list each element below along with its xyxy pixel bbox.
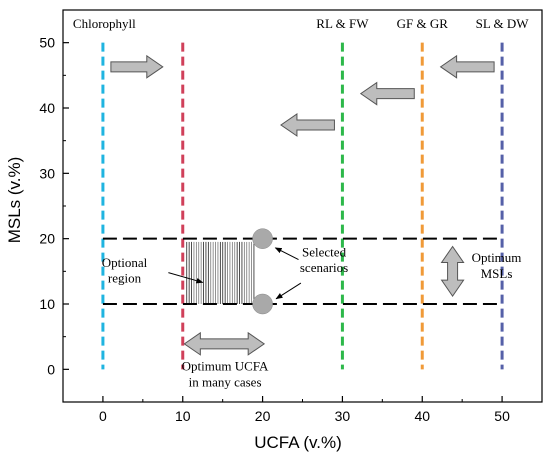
vertical-line-label-50: SL & DW [476, 16, 530, 31]
vertical-line-label-40: GF & GR [397, 16, 449, 31]
annotation-optimum-msls-line2: MSLs [481, 266, 513, 281]
selected-point-1 [252, 293, 273, 315]
arrow-optimum-ucfa [183, 331, 266, 356]
y-tick-label-50: 50 [39, 35, 55, 51]
x-tick-label-50: 50 [494, 408, 510, 424]
annotation-selected-line1: Selected [302, 244, 347, 259]
pointer-selected-bottom [275, 282, 302, 300]
y-tick-label-30: 30 [39, 165, 55, 181]
x-tick-label-0: 0 [99, 408, 107, 424]
arrow-left-sl-dw [439, 54, 495, 79]
x-tick-label-30: 30 [335, 408, 351, 424]
x-tick-label-10: 10 [175, 408, 191, 424]
y-tick-label-0: 0 [47, 361, 55, 377]
x-tick-label-20: 20 [255, 408, 271, 424]
x-tick-label-40: 40 [414, 408, 430, 424]
annotation-optimum-ucfa-line2: in many cases [189, 374, 262, 389]
annotation-selected-line2: scenarios [300, 260, 348, 275]
pointer-optional-region [168, 272, 204, 284]
y-tick-label-10: 10 [39, 296, 55, 312]
annotations: Chlorophyll RL & FW GF & GR SL & DW Optional… [73, 16, 529, 389]
arrow-left-gf-gr [359, 81, 415, 106]
annotation-optimum-ucfa-line1: Optimum UCFA [182, 359, 269, 374]
axes: 0 10 20 30 40 50 0 10 20 30 40 50 [39, 9, 543, 424]
selected-point-0 [252, 228, 273, 249]
y-tick-label-20: 20 [39, 231, 55, 247]
arrow-left-rl-fw [280, 113, 335, 137]
arrow-optimum-msls [440, 245, 465, 298]
x-axis-label: UCFA (v.%) [254, 433, 342, 452]
arrow-right-chlorophyll [110, 54, 164, 79]
annotation-optional-line2: region [108, 270, 142, 285]
annotation-optional-line1: Optional [102, 255, 148, 270]
vertical-line-label-30: RL & FW [316, 16, 369, 31]
y-axis-label: MSLs (v.%) [5, 157, 24, 244]
vertical-line-label-0: Chlorophyll [73, 16, 136, 31]
y-tick-label-40: 40 [39, 100, 55, 116]
plot-area [101, 42, 504, 370]
annotation-optimum-msls-line1: Optimum [472, 250, 522, 265]
pointer-selected-top [274, 247, 299, 261]
